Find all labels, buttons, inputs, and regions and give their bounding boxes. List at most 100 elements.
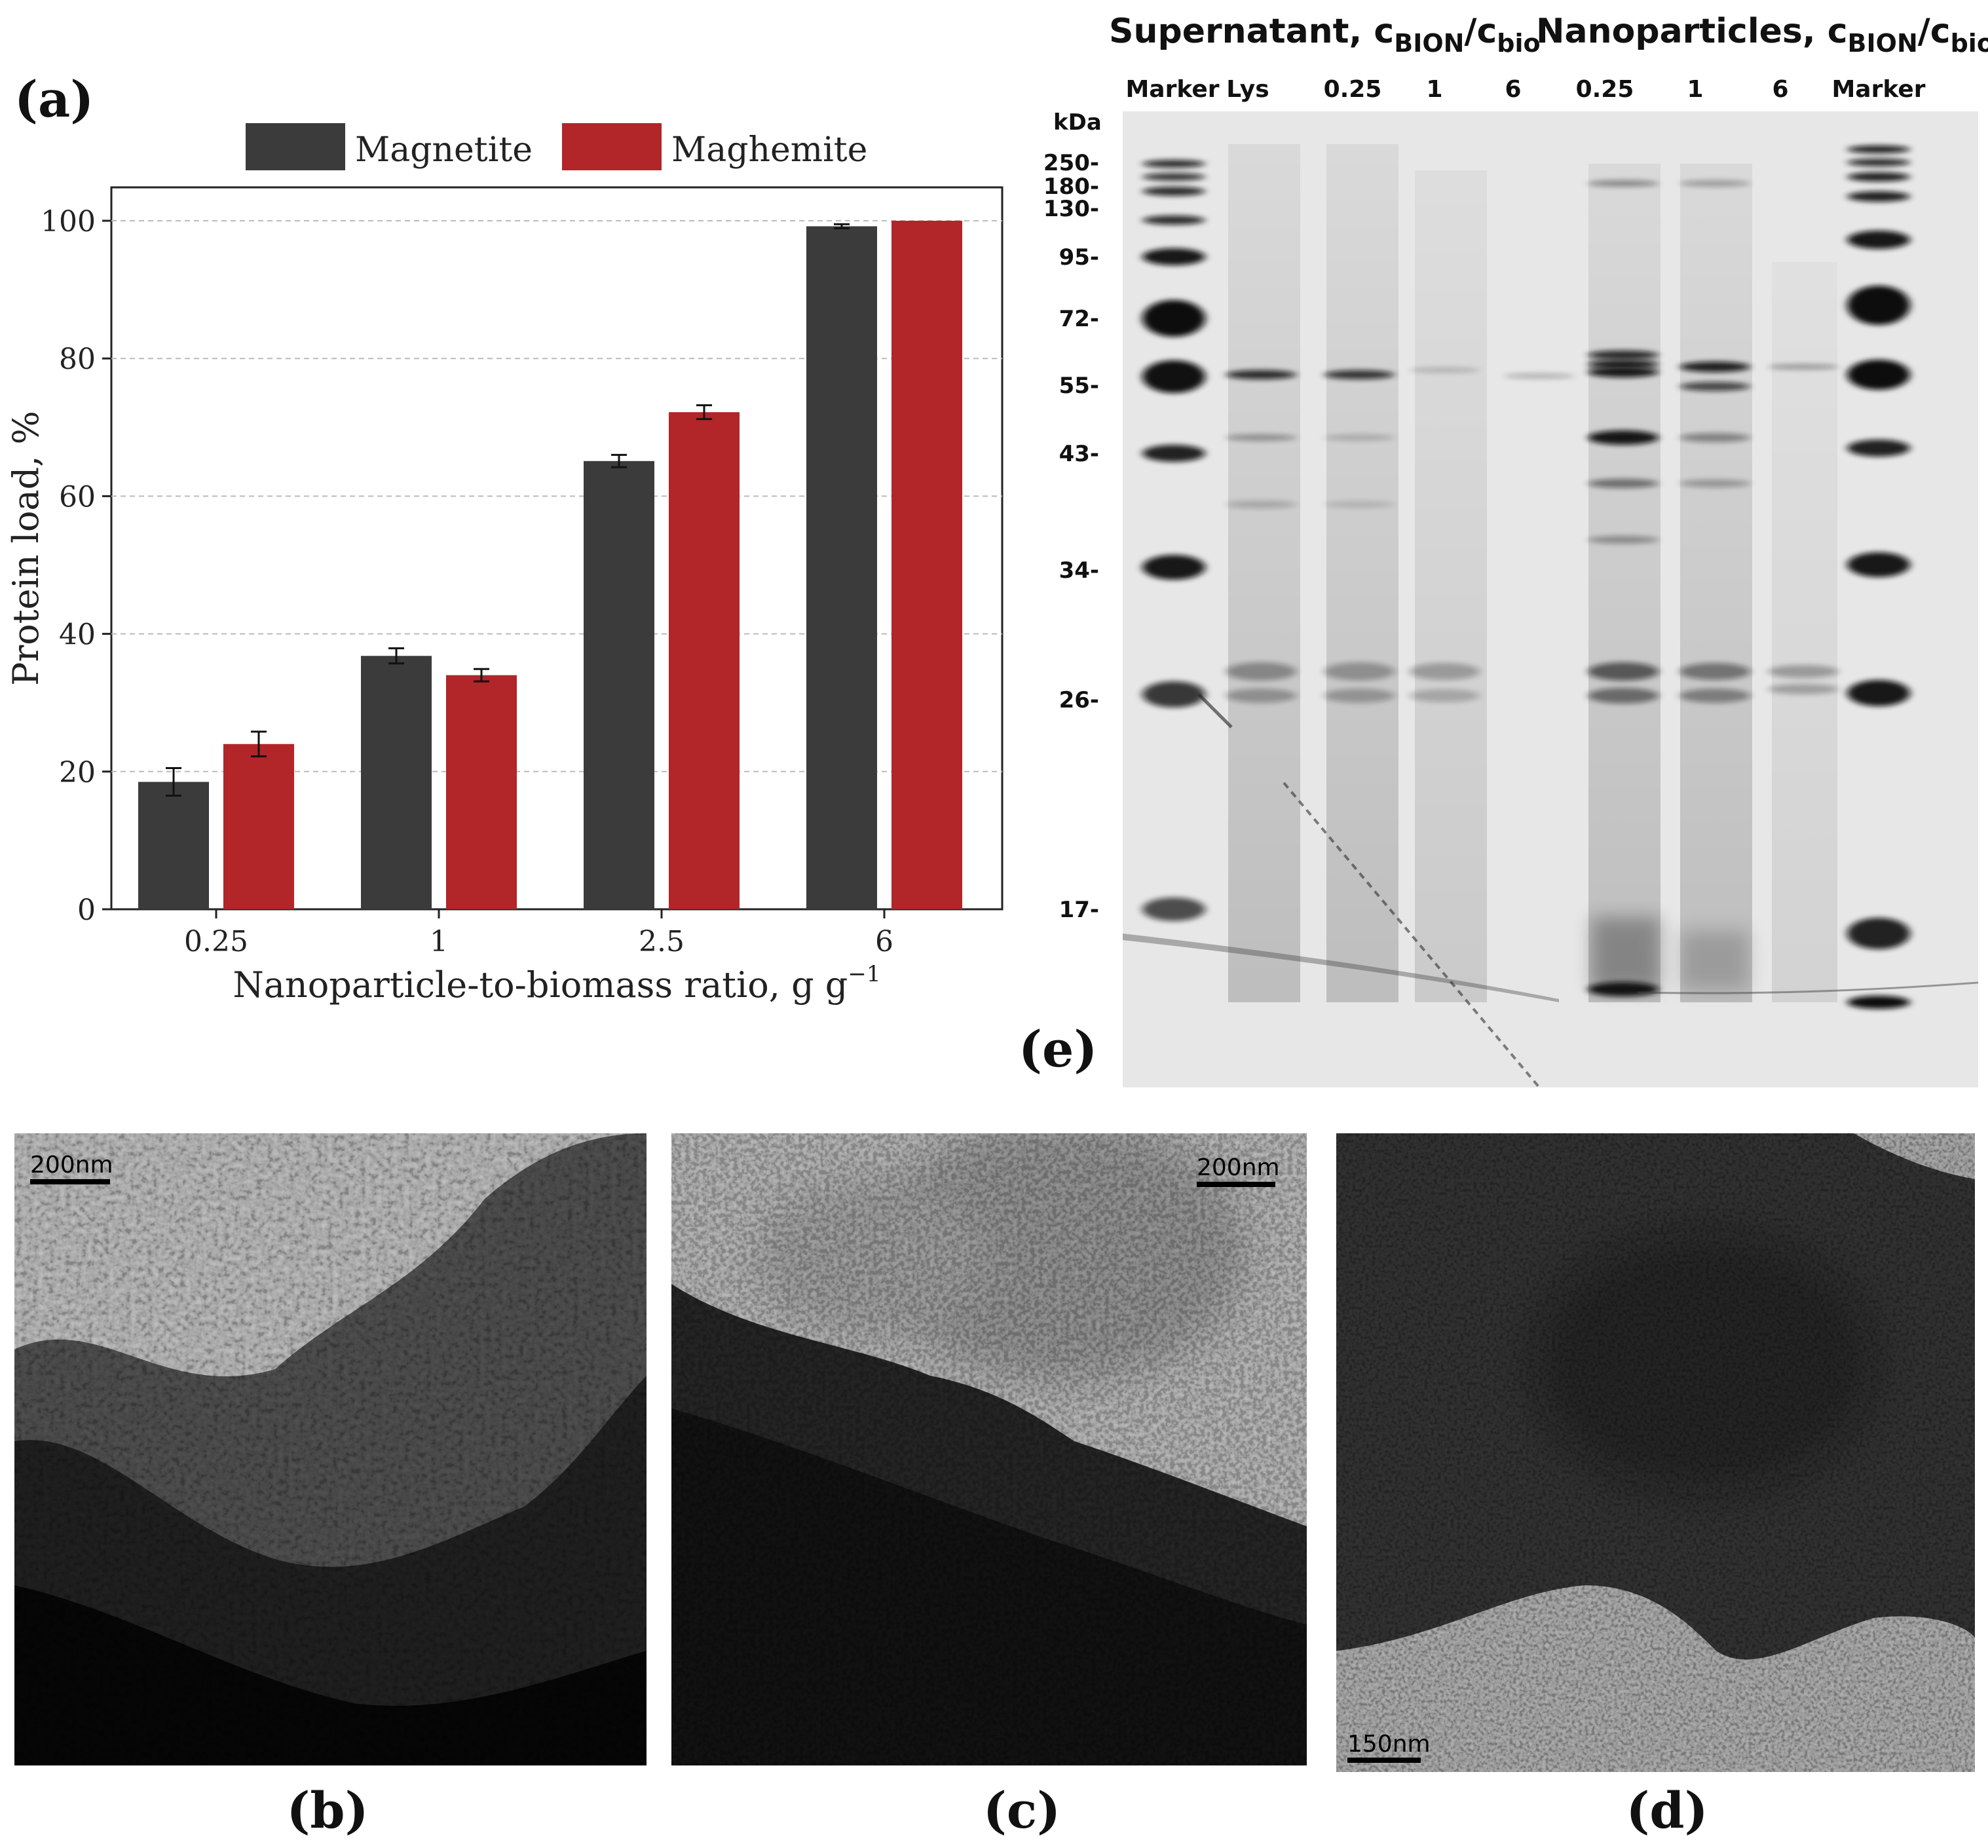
sample-band	[1324, 662, 1395, 681]
sample-band	[1226, 434, 1296, 441]
tem-b-texture	[14, 1133, 647, 1765]
gel-marker-label: 34-	[1059, 557, 1099, 584]
x-axis-label-sup: −1	[848, 961, 880, 987]
gel-header-nanoparticles: Nanoparticles, cBION/cbio	[1536, 12, 1988, 58]
gel-marker-label: 130-	[1043, 196, 1099, 222]
sample-band	[1768, 665, 1839, 678]
sample-band	[1679, 362, 1750, 372]
tem-c-texture	[671, 1133, 1307, 1765]
tem-b-scale-bar	[30, 1179, 110, 1184]
marker-band-left	[1142, 445, 1205, 462]
legend-label-maghemite: Maghemite	[671, 130, 867, 170]
panel-label-b: (b)	[286, 1781, 368, 1839]
sample-band	[1409, 689, 1480, 702]
marker-band-left	[1142, 555, 1205, 580]
sample-band	[1324, 434, 1395, 441]
y-tick-label: 60	[59, 480, 96, 514]
gel-scratch-artifact	[1283, 782, 1541, 1089]
y-axis-ticks: 0 20 40 60 80 100	[41, 205, 111, 927]
gel-lane-label: Marker	[1831, 76, 1925, 103]
tem-image-b: 200nm	[14, 1133, 647, 1765]
sample-band	[1588, 350, 1659, 360]
x-axis-ticks: 0.25 1 2.5 6	[184, 909, 893, 958]
marker-band-left	[1142, 160, 1205, 168]
legend-label-magnetite: Magnetite	[355, 130, 533, 170]
gel-lane-label: Marker	[1125, 76, 1219, 103]
tem-c-scale-bar	[1197, 1182, 1275, 1187]
sample-band	[1588, 982, 1659, 996]
marker-band-right	[1847, 440, 1910, 457]
gel-bands	[1142, 145, 1910, 1009]
panel-label-a: (a)	[14, 70, 94, 128]
y-tick-label: 0	[77, 894, 96, 927]
sample-band	[1588, 688, 1659, 704]
x-tick-label: 6	[875, 925, 893, 958]
gel-scratch-artifact-2	[1197, 693, 1233, 728]
tem-d-scale-label: 150nm	[1347, 1731, 1431, 1758]
marker-band-right	[1847, 191, 1910, 202]
gel-header-supernatant: Supernatant, cBION/cbio	[1109, 12, 1541, 58]
sample-band	[1226, 370, 1296, 379]
y-tick-label: 40	[59, 618, 96, 652]
gel-marker-label: 17-	[1059, 897, 1099, 923]
marker-band-right	[1847, 231, 1910, 249]
gel-edge-line	[1637, 981, 1979, 994]
x-tick-label: 2.5	[639, 925, 685, 958]
panel-label-d: (d)	[1626, 1781, 1708, 1839]
bar-maghemite-2.5	[669, 412, 740, 909]
gel-lane-label: Lys	[1226, 76, 1269, 103]
gel-lane-label: 0.25	[1576, 76, 1634, 103]
gel-marker-label: 55-	[1059, 373, 1099, 399]
marker-band-left	[1142, 248, 1205, 265]
marker-band-right	[1847, 552, 1910, 577]
gel-edge-artifact	[1123, 933, 1559, 1002]
marker-band-right	[1847, 286, 1910, 325]
protein-load-bar-chart: (a) Magnetite Maghemite 0 20 40 60 80 100 0.2…	[5, 70, 1003, 1006]
marker-band-right	[1847, 996, 1910, 1009]
tem-b-scale-label: 200nm	[30, 1152, 113, 1179]
sample-band	[1679, 688, 1750, 703]
gel-lane-label: 6	[1772, 76, 1788, 103]
sample-band	[1588, 430, 1659, 445]
x-axis-label-main: Nanoparticle-to-biomass ratio, g g	[233, 964, 848, 1006]
sample-band	[1409, 368, 1480, 373]
marker-band-right	[1847, 360, 1910, 390]
sample-band	[1679, 180, 1750, 187]
bar-maghemite-1	[446, 675, 517, 909]
gel-marker-label: 43-	[1059, 441, 1099, 467]
panel-label-c: (c)	[983, 1781, 1060, 1839]
y-tick-label: 20	[59, 756, 96, 789]
bar-magnetite-0.25	[138, 782, 209, 909]
tem-image-d: 150nm	[1336, 1133, 1975, 1772]
sample-band	[1679, 663, 1750, 680]
sample-band	[1679, 382, 1750, 391]
x-axis-label: Nanoparticle-to-biomass ratio, g g−1	[233, 961, 880, 1006]
sample-band	[1226, 500, 1296, 508]
gel-marker-label: 95-	[1059, 244, 1099, 271]
sample-band	[1768, 684, 1839, 694]
marker-band-right	[1847, 172, 1910, 181]
y-axis-label: Protein load, %	[5, 411, 47, 686]
sample-band	[1226, 688, 1296, 703]
bar-magnetite-6	[806, 226, 877, 910]
bar-magnetite-1	[361, 656, 432, 909]
sample-band	[1679, 433, 1750, 442]
sample-band	[1324, 370, 1395, 379]
bar-magnetite-2.5	[584, 461, 654, 909]
marker-band-left	[1142, 216, 1205, 225]
sample-band	[1324, 501, 1395, 508]
gel-lane-label: 0.25	[1324, 76, 1382, 103]
marker-band-left	[1142, 173, 1205, 181]
sample-band	[1588, 479, 1659, 488]
sample-band	[1409, 663, 1480, 680]
gel-marker-label: 26-	[1059, 687, 1099, 713]
gel-lane-label: 1	[1426, 76, 1442, 103]
panel-label-e: (e)	[1019, 1020, 1097, 1078]
x-tick-label: 1	[430, 925, 448, 958]
tem-d-texture	[1336, 1133, 1975, 1772]
marker-band-left	[1142, 360, 1205, 393]
gel-lane-label: 1	[1687, 76, 1703, 103]
marker-band-right	[1847, 159, 1910, 166]
tem-d-scale-bar	[1347, 1758, 1421, 1763]
legend-swatch-maghemite	[562, 123, 662, 170]
